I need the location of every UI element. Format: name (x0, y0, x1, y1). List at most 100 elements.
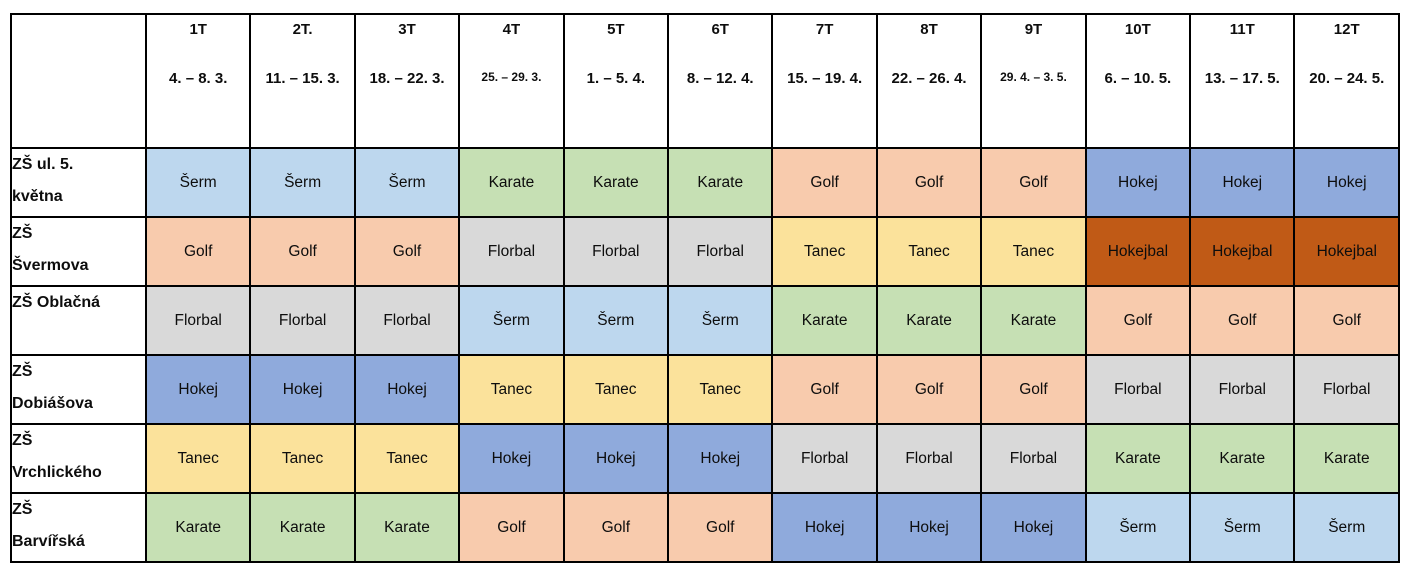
activity-cell: Karate (1189, 423, 1296, 494)
week-code: 7T (815, 21, 834, 38)
activity-cell: Florbal (1293, 354, 1400, 425)
activity-cell: Karate (980, 285, 1087, 356)
week-header-content: 11T 13. – 17. 5. (1192, 16, 1292, 87)
week-header-2t: 2T. 11. – 15. 3. (249, 13, 356, 149)
activity-cell: Florbal (667, 216, 774, 287)
activity-cell: Šerm (562, 285, 670, 356)
activity-cell: Golf (1189, 285, 1296, 356)
week-code: 1T (189, 21, 207, 38)
school-label: ZŠ ul. 5. května (10, 147, 147, 218)
activity-cell: Hokej (458, 423, 565, 494)
week-dates: 20. – 24. 5. (1309, 69, 1385, 87)
week-header-content: 12T 20. – 24. 5. (1296, 16, 1397, 87)
week-code: 6T (711, 21, 729, 38)
activity-cell: Šerm (1293, 492, 1400, 563)
activity-cell: Tanec (980, 216, 1087, 287)
activity-cell: Tanec (353, 423, 461, 494)
activity-cell: Šerm (1084, 492, 1192, 563)
week-dates: 1. – 5. 4. (586, 69, 646, 87)
activity-cell: Šerm (1189, 492, 1296, 563)
activity-cell: Golf (875, 147, 983, 218)
activity-cell: Golf (980, 147, 1087, 218)
corner-cell (10, 13, 147, 149)
activity-cell: Tanec (249, 423, 356, 494)
activity-cell: Karate (562, 147, 670, 218)
week-code: 12T (1333, 21, 1360, 38)
activity-cell: Florbal (875, 423, 983, 494)
activity-cell: Golf (144, 216, 252, 287)
activity-cell: Florbal (771, 423, 878, 494)
activity-cell: Šerm (353, 147, 461, 218)
week-code: 11T (1229, 21, 1255, 38)
activity-cell: Hokejbal (1293, 216, 1400, 287)
week-header-content: 4T 25. – 29. 3. (461, 16, 561, 83)
activity-cell: Tanec (875, 216, 983, 287)
school-label: ZŠ Dobiášova (10, 354, 147, 425)
activity-cell: Karate (1084, 423, 1192, 494)
activity-cell: Florbal (144, 285, 252, 356)
activity-cell: Karate (144, 492, 252, 563)
week-code: 9T (1024, 21, 1043, 38)
school-row: ZŠ Vrchlického Tanec Tanec Tanec Hokej Hokej H… (10, 423, 1400, 494)
week-header-content: 10T 6. – 10. 5. (1088, 16, 1188, 87)
activity-cell: Šerm (667, 285, 774, 356)
activity-cell: Hokej (667, 423, 774, 494)
week-code: 5T (607, 21, 625, 38)
week-dates: 8. – 12. 4. (686, 69, 754, 87)
activity-cell: Golf (1293, 285, 1400, 356)
activity-cell: Hokej (353, 354, 461, 425)
activity-cell: Hokej (875, 492, 983, 563)
week-code: 10T (1124, 21, 1151, 38)
week-header-5t: 5T 1. – 5. 4. (562, 13, 670, 149)
activity-cell: Golf (249, 216, 356, 287)
activity-cell: Florbal (353, 285, 461, 356)
header-row: 1T 4. – 8. 3. 2T. 11. – 15. 3. 3T 18. – 22. 3… (10, 13, 1400, 149)
activity-cell: Karate (667, 147, 774, 218)
activity-cell: Hokej (249, 354, 356, 425)
activity-cell: Karate (458, 147, 565, 218)
activity-cell: Golf (875, 354, 983, 425)
week-dates: 11. – 15. 3. (265, 69, 340, 87)
week-code: 8T (920, 21, 938, 38)
school-label: ZŠ Švermova (10, 216, 147, 287)
activity-cell: Hokej (1293, 147, 1400, 218)
activity-cell: Golf (667, 492, 774, 563)
activity-cell: Karate (249, 492, 356, 563)
activity-cell: Golf (771, 354, 878, 425)
weekly-sports-schedule-table: 1T 4. – 8. 3. 2T. 11. – 15. 3. 3T 18. – 22. 3… (10, 13, 1400, 563)
week-header-content: 6T 8. – 12. 4. (670, 16, 770, 87)
activity-cell: Hokej (562, 423, 670, 494)
week-header-4t: 4T 25. – 29. 3. (458, 13, 565, 149)
activity-cell: Florbal (562, 216, 670, 287)
activity-cell: Hokej (144, 354, 252, 425)
week-header-content: 3T 18. – 22. 3. (357, 16, 457, 86)
school-label: ZŠ Oblačná (10, 285, 147, 356)
activity-cell: Florbal (1189, 354, 1296, 425)
activity-cell: Karate (875, 285, 983, 356)
activity-cell: Golf (458, 492, 565, 563)
week-dates: 4. – 8. 3. (169, 69, 228, 87)
week-header-10t: 10T 6. – 10. 5. (1084, 13, 1192, 149)
week-header-11t: 11T 13. – 17. 5. (1189, 13, 1296, 149)
activity-cell: Šerm (249, 147, 356, 218)
activity-cell: Hokejbal (1084, 216, 1192, 287)
week-dates: 13. – 17. 5. (1204, 69, 1280, 87)
activity-cell: Florbal (980, 423, 1087, 494)
week-header-7t: 7T 15. – 19. 4. (771, 13, 878, 149)
week-dates: 15. – 19. 4. (787, 69, 863, 87)
week-header-content: 2T. 11. – 15. 3. (252, 16, 352, 87)
activity-cell: Golf (1084, 285, 1192, 356)
activity-cell: Golf (980, 354, 1087, 425)
activity-cell: Hokej (1084, 147, 1192, 218)
school-label: ZŠ Vrchlického (10, 423, 147, 494)
activity-cell: Karate (353, 492, 461, 563)
week-dates: 6. – 10. 5. (1104, 69, 1172, 87)
week-header-content: 8T 22. – 26. 4. (879, 16, 979, 86)
activity-cell: Tanec (562, 354, 670, 425)
school-row: ZŠ Dobiášova Hokej Hokej Hokej Tanec Tanec Tan… (10, 354, 1400, 425)
activity-cell: Florbal (458, 216, 565, 287)
week-header-1t: 1T 4. – 8. 3. (144, 13, 252, 149)
activity-cell: Šerm (144, 147, 252, 218)
activity-cell: Hokej (771, 492, 878, 563)
week-header-content: 5T 1. – 5. 4. (566, 16, 666, 87)
